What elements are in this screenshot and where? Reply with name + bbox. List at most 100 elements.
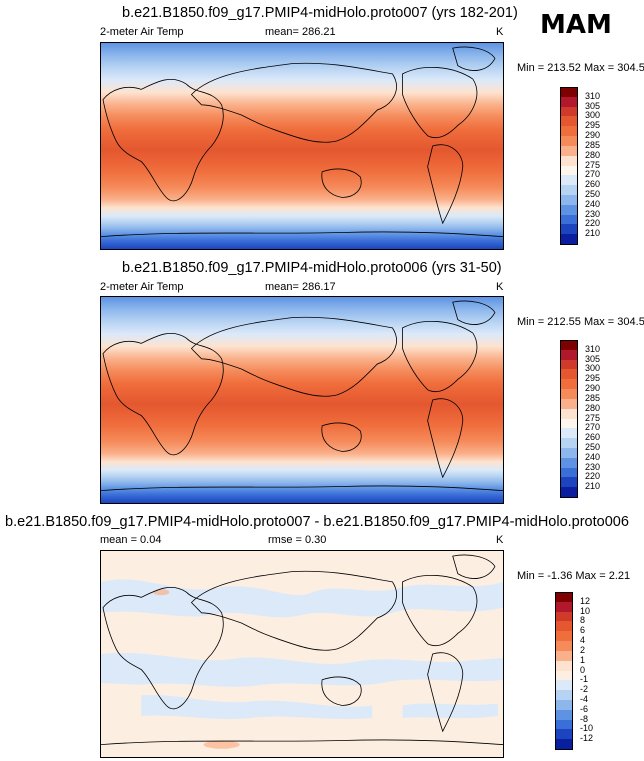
colorbar-swatch — [560, 106, 578, 117]
colorbar-swatch — [555, 690, 573, 701]
colorbar-label: 290 — [585, 383, 601, 394]
panel2-map — [100, 296, 504, 504]
colorbar-swatch — [560, 204, 578, 216]
colorbar-label: 305 — [585, 100, 601, 111]
colorbar-swatch — [560, 398, 578, 410]
colorbar-swatch — [560, 126, 578, 137]
panel1-variable-label: 2-meter Air Temp — [100, 26, 184, 38]
panel2-title: b.e21.B1850.f09_g17.PMIP4-midHolo.proto0… — [122, 260, 502, 276]
colorbar-swatch — [555, 680, 573, 691]
colorbar-swatch — [555, 739, 573, 750]
colorbar-swatch — [560, 136, 578, 147]
colorbar-swatch — [560, 418, 578, 429]
panel2-variable-label: 2-meter Air Temp — [100, 281, 184, 293]
panel1-units: K — [496, 26, 504, 38]
colorbar-swatch — [560, 340, 578, 351]
colorbar-swatch — [560, 155, 578, 166]
colorbar-label: 2 — [580, 644, 586, 655]
colorbar-label: 275 — [585, 159, 601, 170]
colorbar-swatch — [560, 185, 578, 196]
panel1-colorbar: 310 305 300 295 290 285 280 275 270 260 250 240 230 2… — [560, 87, 620, 245]
panel2-map-svg — [101, 297, 503, 503]
panel3-map-svg — [101, 551, 503, 757]
panel2-minmax: Min = 212.55 Max = 304.56 — [517, 316, 644, 328]
colorbar-swatch — [560, 234, 578, 245]
colorbar-swatch — [560, 87, 578, 98]
colorbar-label: 290 — [585, 130, 601, 141]
panel1-map — [100, 42, 504, 250]
colorbar-label: 4 — [580, 635, 586, 646]
panel2-mean-label: mean= 286.17 — [265, 281, 336, 293]
colorbar-label: 300 — [585, 363, 601, 374]
colorbar-label: 305 — [585, 353, 601, 364]
colorbar-label: 285 — [585, 392, 601, 403]
colorbar-swatch — [560, 369, 578, 380]
colorbar-label: 260 — [585, 432, 601, 443]
colorbar-swatch — [555, 729, 573, 740]
colorbar-label: 270 — [585, 422, 601, 433]
colorbar-swatch — [560, 96, 578, 108]
colorbar-label: 275 — [585, 412, 601, 423]
colorbar-swatch — [560, 467, 578, 478]
colorbar-swatch — [560, 477, 578, 488]
colorbar-swatch — [560, 408, 578, 419]
colorbar-swatch — [555, 670, 573, 681]
colorbar-swatch — [555, 601, 573, 613]
panel1-minmax: Min = 213.52 Max = 304.55 — [517, 62, 644, 74]
colorbar-label: 210 — [585, 228, 601, 239]
colorbar-label: 240 — [585, 198, 601, 209]
colorbar-label: 250 — [585, 441, 601, 452]
colorbar-label: 220 — [585, 218, 601, 229]
colorbar-label: 0 — [580, 664, 586, 675]
colorbar-label: 12 — [580, 595, 591, 606]
colorbar-swatch — [555, 631, 573, 642]
colorbar-swatch — [560, 175, 578, 186]
colorbar-swatch — [555, 641, 573, 652]
colorbar-label: -8 — [580, 713, 589, 724]
colorbar-label: -4 — [580, 693, 589, 704]
colorbar-label: -2 — [580, 684, 589, 695]
colorbar-swatch — [555, 592, 573, 603]
panel3-rmse-label: rmse = 0.30 — [268, 534, 327, 546]
colorbar-swatch — [560, 457, 578, 469]
colorbar-label: 280 — [585, 149, 601, 160]
panel3-colorbar: 12 10 8 6 4 2 1 0 -1 -2 -4 -6 -8 -10 -12 — [555, 592, 615, 750]
colorbar-label: 8 — [580, 615, 586, 626]
colorbar-swatch — [560, 224, 578, 235]
colorbar-label: 220 — [585, 471, 601, 482]
colorbar-label: 250 — [585, 188, 601, 199]
colorbar-swatch — [560, 214, 578, 225]
colorbar-label: 310 — [585, 343, 601, 354]
colorbar-label: 230 — [585, 461, 601, 472]
colorbar-swatch — [560, 487, 578, 498]
colorbar-swatch — [560, 349, 578, 361]
colorbar-swatch — [560, 379, 578, 390]
colorbar-swatch — [560, 116, 578, 127]
colorbar-label: -12 — [580, 733, 594, 744]
panel3-units: K — [496, 534, 504, 546]
colorbar-swatch — [555, 660, 573, 671]
colorbar-swatch — [560, 438, 578, 449]
colorbar-swatch — [555, 650, 573, 662]
panel3-title: b.e21.B1850.f09_g17.PMIP4-midHolo.proto0… — [5, 514, 629, 530]
colorbar-swatch — [555, 621, 573, 632]
colorbar-swatch — [560, 359, 578, 370]
colorbar-label: 280 — [585, 402, 601, 413]
colorbar-swatch — [560, 165, 578, 176]
colorbar-label: 1 — [580, 654, 586, 665]
colorbar-swatch — [555, 719, 573, 730]
panel2-units: K — [496, 281, 504, 293]
colorbar-label: 300 — [585, 110, 601, 121]
colorbar-swatch — [560, 428, 578, 439]
colorbar-label: -1 — [580, 674, 589, 685]
colorbar-label: 240 — [585, 451, 601, 462]
colorbar-label: 295 — [585, 120, 601, 131]
colorbar-swatch — [555, 709, 573, 721]
colorbar-swatch — [560, 447, 578, 459]
colorbar-swatch — [560, 194, 578, 206]
colorbar-label: 270 — [585, 169, 601, 180]
colorbar-label: -6 — [580, 703, 589, 714]
panel3-minmax: Min = -1.36 Max = 2.21 — [517, 570, 631, 582]
colorbar-label: 310 — [585, 90, 601, 101]
colorbar-label: 260 — [585, 179, 601, 190]
